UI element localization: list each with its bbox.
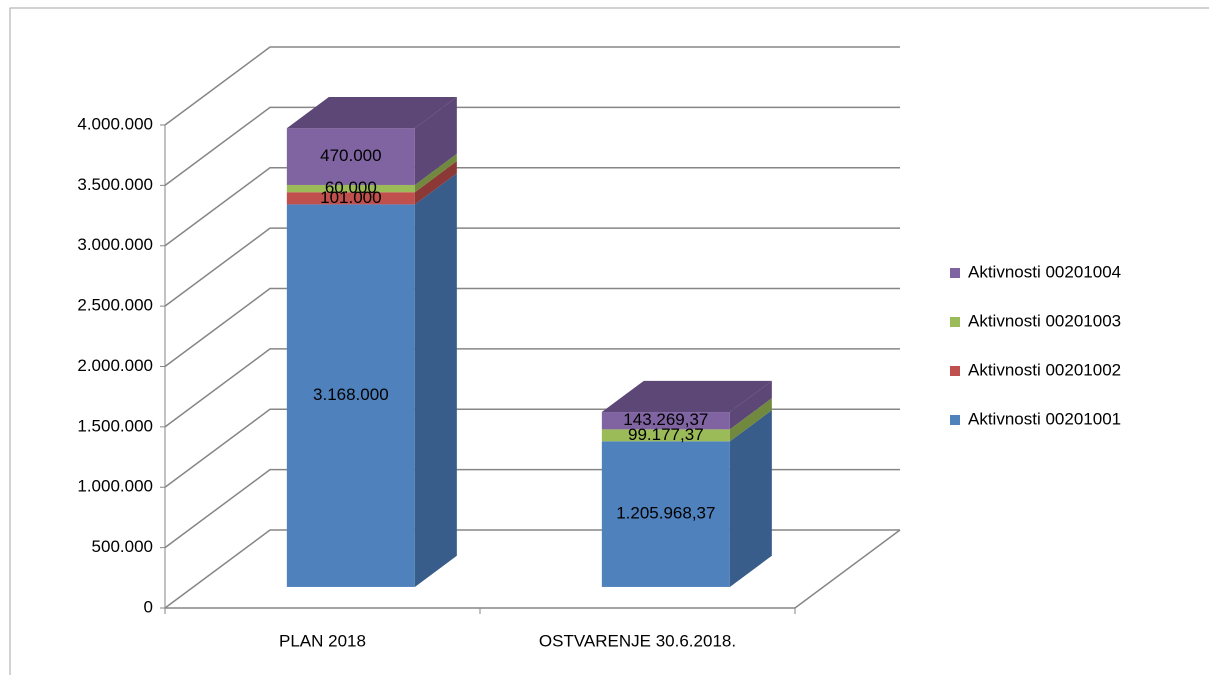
data-label: 1.205.968,37 [616, 504, 715, 523]
y-tick-label: 3.500.000 [77, 175, 153, 194]
x-tick-label: OSTVARENJE 30.6.2018. [539, 631, 736, 650]
grid-line [164, 227, 900, 307]
y-tick-label: 2.000.000 [77, 356, 153, 375]
bar-side [414, 97, 457, 185]
legend-label: Aktivnosti 00201003 [968, 311, 1121, 330]
chart-border [9, 7, 1209, 675]
legend-swatch [950, 317, 960, 327]
data-label: 101.000 [320, 188, 381, 207]
legend-label: Aktivnosti 00201002 [968, 360, 1121, 379]
bar-top [286, 97, 457, 129]
data-label: 470.000 [320, 146, 381, 165]
y-tick-label: 500.000 [92, 537, 153, 556]
grid-line [164, 287, 900, 368]
bar-side [729, 380, 772, 430]
bar-top [601, 380, 772, 413]
bar-front [286, 204, 415, 587]
bar-side [414, 153, 457, 193]
bar-side [729, 410, 772, 587]
bar-front [601, 429, 730, 442]
grid-line [164, 167, 900, 247]
floor [165, 529, 901, 609]
bar-side [414, 173, 457, 587]
y-tick-label: 1.000.000 [77, 477, 153, 496]
bar-side [414, 161, 457, 205]
grid-line [164, 46, 900, 126]
legend-swatch [950, 415, 960, 425]
bar-front [601, 412, 730, 430]
legend-swatch [950, 366, 960, 376]
grid-line [164, 106, 900, 186]
bar-front [286, 184, 415, 193]
legend-label: Aktivnosti 00201004 [968, 262, 1121, 281]
bar-front [601, 441, 730, 587]
grid-line [164, 468, 900, 549]
x-tick-label: PLAN 2018 [279, 631, 366, 650]
grid-line [164, 348, 900, 428]
data-label: 3.168.000 [313, 385, 389, 404]
y-tick-label: 0 [144, 597, 153, 616]
data-label: 99.177,37 [628, 425, 704, 444]
y-tick-label: 1.500.000 [77, 416, 153, 435]
grid-line [164, 529, 900, 609]
y-tick-label: 4.000.000 [77, 114, 153, 133]
y-tick-label: 2.500.000 [77, 296, 153, 315]
bar-side [729, 398, 772, 442]
bar-front [286, 128, 415, 185]
legend-swatch [950, 268, 960, 278]
legend-label: Aktivnosti 00201001 [968, 409, 1121, 428]
data-label: 143.269,37 [623, 410, 708, 429]
bar-front [286, 192, 415, 205]
data-label: 60.000 [325, 178, 377, 197]
grid-line [164, 408, 900, 488]
y-tick-label: 3.000.000 [77, 235, 153, 254]
